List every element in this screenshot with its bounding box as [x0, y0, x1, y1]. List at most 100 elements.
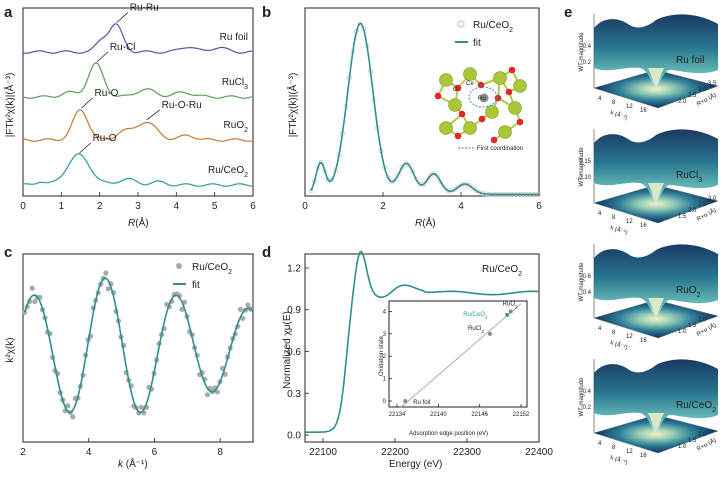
panel-a-series-line	[22, 23, 252, 54]
inset-ytick-label: 1	[383, 377, 387, 383]
wt-xlabel: k (Å⁻¹)	[609, 109, 628, 121]
wt-ylabel: R+α (Å)	[696, 92, 718, 108]
panel-a-xtick-label: 1	[59, 201, 65, 212]
wt-peak	[648, 298, 664, 318]
panel-d-xanes-line	[304, 250, 539, 434]
inset-label-ru: Ru	[478, 96, 486, 102]
panel-a-annotation: Ru-O	[93, 133, 117, 144]
panel-c-data-point	[214, 389, 221, 395]
panel-a-series-label: Ru foil	[220, 32, 248, 43]
wt-plot: 0.4 0.2WT-magnitude 4 8 12 16 1.01.52.0 k (Å⁻¹)…	[579, 359, 719, 466]
wt-xtick-label: 12	[626, 334, 633, 340]
o-atom	[505, 88, 513, 96]
ce-atom	[508, 101, 522, 115]
panel-a-xtick-label: 6	[250, 201, 256, 212]
panel-d-frame	[304, 253, 540, 443]
panel-c-data	[22, 270, 254, 420]
wt-title: Ru foil	[676, 55, 704, 66]
panel-b-xtick-label: 2	[380, 201, 386, 212]
panel-b-data-point	[441, 184, 447, 190]
panel-c-data-point	[204, 392, 210, 398]
wt-ztick-label: 0.2	[583, 405, 592, 411]
wt-ztick-label: 0.10	[579, 175, 591, 181]
panel-d-title: Ru/CeO2	[482, 264, 522, 278]
panel-a-xtick-label: 0	[20, 201, 26, 212]
panel-c-data-point	[32, 298, 38, 305]
panel-d-ytick-label: 0.0	[287, 431, 301, 442]
wt-xtick-label: 8	[612, 330, 616, 336]
structure-atoms	[434, 66, 527, 144]
panel-a-annotation: Ru-O	[95, 88, 119, 99]
inset-label-ce: Ce	[466, 81, 474, 87]
panel-b-data-point	[469, 185, 475, 191]
panel-a-series-line	[22, 62, 253, 99]
panel-a-xlabel-unit: (Å)	[135, 216, 148, 229]
panel-b-xlabel: R(Å)	[415, 216, 436, 229]
panel-b-data-point	[413, 176, 419, 182]
ce-atom	[439, 73, 453, 87]
wt-xtick-label: 4	[598, 441, 602, 447]
panel-c-data-point	[237, 306, 243, 312]
wt-xtick-label: 12	[626, 104, 633, 110]
ce-atom	[463, 67, 477, 81]
ru-atom	[479, 93, 489, 103]
wt-xtick-label: 12	[626, 449, 633, 455]
panel-b-data-point	[399, 164, 405, 170]
wt-xlabel: k (Å⁻¹)	[609, 339, 628, 351]
panel-b-data-point	[427, 173, 433, 179]
panel-d-inset: 22134 22140 22146 22152 0 1 2 3 4 Ru foil RuCl3 RuO…	[383, 301, 530, 418]
wt-floor	[593, 69, 719, 109]
panel-a-series-line	[22, 109, 252, 142]
panel-b-legend-data-sub: 2	[509, 27, 513, 34]
panel-b-data-point	[438, 179, 444, 185]
wt-xtick-label: 16	[640, 453, 647, 459]
panel-a-series-label: RuCl3	[222, 77, 248, 91]
o-atom	[494, 94, 502, 102]
panel-a-annotation: Ru-O-Ru	[162, 100, 202, 111]
wt-peak	[648, 183, 664, 203]
panel-b-data-point	[329, 177, 335, 183]
wt-zlabel: WT-magnitude	[579, 262, 585, 302]
panel-a-annotation: Ru-Ru	[130, 2, 159, 13]
panel-a-annotation-arrow	[96, 51, 109, 63]
panel-a-xtick-label: 4	[174, 201, 180, 212]
wt-ytick-label: 3.5	[708, 81, 717, 87]
panel-b-data-point	[466, 182, 472, 188]
panel-b-legend-marker-data	[457, 20, 465, 28]
inset-point	[508, 309, 513, 314]
wt-ylabel: R+α (Å)	[696, 207, 718, 223]
panel-b-ylabel: |FTk²χ(k)|(Å⁻³)	[286, 73, 299, 138]
panel-c-data-point	[105, 286, 111, 292]
wt-ytick-label: 2.0	[698, 432, 707, 438]
inset-point-label: Ru/CeO2	[463, 312, 488, 320]
wt-zlabel: WT-magnitude	[579, 147, 585, 187]
panel-d-ytick-label: 0.9	[287, 305, 301, 316]
inset-trend-line	[400, 303, 522, 409]
panel-b-xtick-label: 0	[302, 201, 308, 212]
panel-a-xtick-label: 3	[135, 201, 141, 212]
panel-a-xlabel-r: R	[128, 218, 135, 229]
panel-b-fit-line	[310, 22, 538, 196]
panel-a-annotation-arrow	[81, 97, 93, 109]
panel-b-data	[308, 21, 542, 197]
o-atom	[478, 115, 486, 123]
wt-xtick-label: 8	[612, 215, 616, 221]
panel-c-frame	[22, 253, 254, 443]
panel-d-ticks: 22100 22200 22300 22400 0.0 0.3 0.6 0.9 1.2	[287, 263, 553, 458]
wt-plot: 0.4 0.2WT-magnitude 4 8 12 16 2.02.53.03.5 k (Å…	[579, 14, 719, 121]
panel-label-c: c	[4, 244, 12, 261]
panel-b-data-point	[308, 188, 314, 194]
panel-a-xtick-label: 5	[212, 201, 218, 212]
panel-b-data-point	[455, 184, 461, 190]
panel-c-data-point	[240, 315, 246, 322]
wt-ytick-label: 1.0	[678, 444, 687, 450]
panel-c-data-point	[245, 302, 251, 308]
wt-ytick-label: 1.5	[678, 214, 687, 220]
wt-ztick-label: 0.4	[583, 290, 592, 296]
panel-c-data-point	[65, 403, 71, 409]
panel-b-legend-data: Ru/CeO2	[473, 20, 513, 34]
panel-d-data	[304, 250, 539, 434]
